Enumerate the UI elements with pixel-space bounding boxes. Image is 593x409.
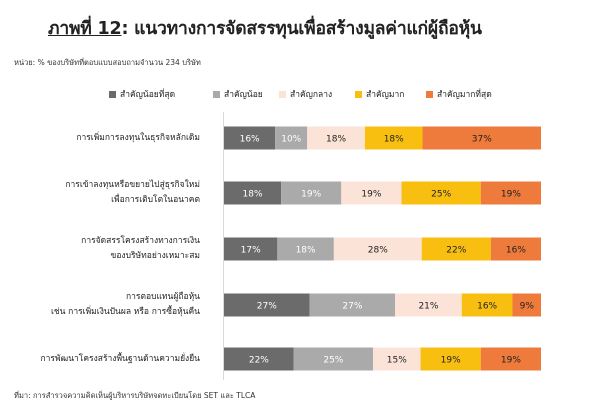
data-label: 10% [281, 135, 301, 145]
bar-segment [421, 237, 491, 261]
data-label: 22% [249, 356, 269, 366]
bar-segment [224, 347, 294, 371]
legend-label: สำคัญมากที่สุด [437, 90, 492, 100]
data-label: 19% [501, 356, 521, 366]
legend-item: สำคัญน้อย [213, 87, 263, 101]
bar-segment [224, 293, 310, 317]
bar-segment [333, 237, 422, 261]
category-label-line: ของบริษัทอย่างเหมาะสม [110, 251, 200, 261]
bar-segment [293, 347, 373, 371]
bar-segment [309, 293, 396, 317]
data-label: 17% [241, 246, 261, 256]
data-label: 9% [520, 302, 535, 312]
legend-item: สำคัญกลาง [279, 87, 332, 101]
bar-segment [277, 237, 334, 261]
data-label: 22% [446, 246, 466, 256]
bar-segment [461, 293, 513, 317]
bar-segment [275, 126, 308, 150]
bar-segment [372, 347, 421, 371]
bar-segment [480, 181, 541, 205]
legend: สำคัญน้อยที่สุด สำคัญน้อย สำคัญกลาง สำคัญมา… [0, 87, 593, 101]
legend-item: สำคัญน้อยที่สุด [109, 87, 175, 101]
bar-segment [281, 181, 342, 205]
data-label: 18% [384, 135, 404, 145]
bar-segment [422, 126, 541, 150]
legend-label: สำคัญมาก [366, 90, 405, 100]
legend-label: สำคัญน้อย [224, 90, 263, 100]
data-label: 19% [441, 356, 461, 366]
data-label: 19% [361, 190, 381, 200]
figure-number: ภาพที่ 12 [48, 19, 122, 39]
category-label-line: การพัฒนาโครงสร้างพื้นฐานด้านความยั่งยืน [40, 353, 200, 364]
legend-swatch [426, 90, 433, 98]
bar-segment [401, 181, 481, 205]
category-label-line: การเพิ่มการลงทุนในธุรกิจหลักเดิม [76, 132, 200, 143]
chart-title: ภาพที่ 12: แนวทางการจัดสรรทุนเพื่อสร้างม… [48, 14, 482, 42]
category-label: การตอบแทนผู้ถือหุ้นเช่น การเพิ่มเงินปันผ… [51, 290, 200, 320]
category-label-line: การตอบแทนผู้ถือหุ้น [125, 292, 200, 302]
bar-segment [490, 237, 541, 261]
bar-segment [224, 181, 282, 205]
data-label: 16% [240, 135, 260, 145]
data-label: 25% [323, 356, 343, 366]
category-label: การจัดสรรโครงสร้างทางการเงินของบริษัทอย่… [81, 234, 200, 264]
category-label-line: การเข้าลงทุนหรือขยายไปสู่ธุรกิจใหม่ [65, 180, 200, 190]
bar-segment [307, 126, 365, 150]
data-label: 18% [243, 190, 263, 200]
data-label: 19% [301, 190, 321, 200]
legend-swatch [109, 90, 116, 98]
category-label-line: เพื่อการเติบโตในอนาคต [111, 195, 200, 205]
bar-segment [224, 126, 276, 150]
category-label-line: เช่น การเพิ่มเงินปันผล หรือ การซื้อหุ้นค… [51, 307, 200, 317]
legend-label: สำคัญกลาง [290, 90, 333, 100]
data-label: 19% [501, 190, 521, 200]
bar-segment [364, 126, 423, 150]
legend-label: สำคัญน้อยที่สุด [120, 90, 176, 100]
bar-segment [480, 347, 541, 371]
legend-swatch [213, 90, 220, 98]
category-label: การเพิ่มการลงทุนในธุรกิจหลักเดิม [76, 131, 200, 146]
data-label: 25% [431, 190, 451, 200]
data-label: 16% [506, 246, 526, 256]
legend-item: สำคัญมาก [355, 87, 404, 101]
bar-segment [420, 347, 481, 371]
legend-swatch [355, 90, 362, 98]
data-label: 37% [472, 135, 492, 145]
unit-note: หน่วย: % ของบริษัทที่ตอบแบบสอบถามจำนวน 2… [14, 58, 201, 67]
data-label: 28% [368, 246, 388, 256]
data-label: 27% [257, 302, 277, 312]
bar-segment [512, 293, 541, 317]
category-label: การพัฒนาโครงสร้างพื้นฐานด้านความยั่งยืน [40, 352, 200, 367]
data-label: 15% [387, 356, 407, 366]
category-label: การเข้าลงทุนหรือขยายไปสู่ธุรกิจใหม่เพื่อ… [65, 178, 200, 208]
bar-segment [341, 181, 402, 205]
figure-caption: : แนวทางการจัดสรรทุนเพื่อสร้างมูลค่าแก่ผ… [121, 19, 482, 39]
category-label-line: การจัดสรรโครงสร้างทางการเงิน [81, 236, 200, 246]
data-label: 16% [477, 302, 497, 312]
data-label: 18% [326, 135, 346, 145]
bar-segment [224, 237, 278, 261]
data-label: 21% [418, 302, 438, 312]
legend-swatch [279, 90, 286, 98]
source-note: ที่มา: การสำรวจความคิดเห็นผู้บริหารบริษั… [14, 391, 256, 400]
data-label: 27% [342, 302, 362, 312]
legend-item: สำคัญมากที่สุด [426, 87, 492, 101]
data-label: 18% [296, 246, 316, 256]
bar-segment [395, 293, 462, 317]
